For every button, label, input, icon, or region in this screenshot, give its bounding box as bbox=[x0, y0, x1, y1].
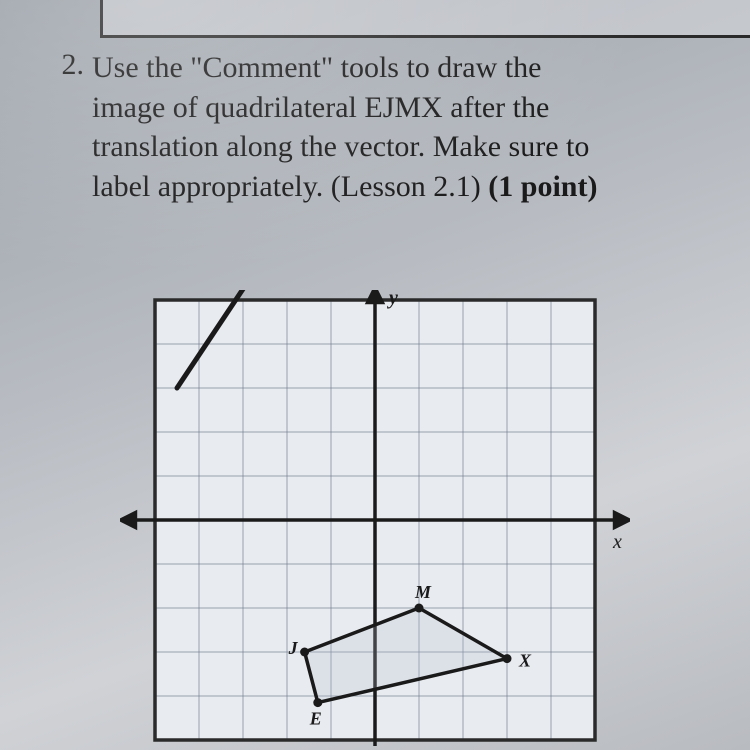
vertex-label-e: E bbox=[309, 709, 322, 729]
question-line-4a: label appropriately. (Lesson 2.1) bbox=[92, 170, 488, 203]
vertex-x bbox=[503, 654, 512, 663]
vertex-j bbox=[300, 648, 309, 657]
question-line-3: translation along the vector. Make sure … bbox=[92, 130, 589, 163]
question-block: 2. Use the "Comment" tools to draw the i… bbox=[48, 48, 720, 206]
answer-box-remnant bbox=[100, 0, 750, 38]
question-line-1: Use the "Comment" tools to draw the bbox=[92, 51, 541, 84]
y-axis-label: y bbox=[387, 290, 398, 309]
vertex-label-j: J bbox=[288, 638, 299, 658]
coordinate-graph: y x E J M X bbox=[120, 290, 630, 748]
question-number: 2. bbox=[48, 48, 84, 206]
question-text: Use the "Comment" tools to draw the imag… bbox=[92, 48, 597, 206]
vertex-e bbox=[313, 698, 322, 707]
vertex-m bbox=[415, 604, 424, 613]
vertex-label-x: X bbox=[518, 651, 532, 671]
question-points: (1 point) bbox=[488, 170, 597, 203]
question-line-2: image of quadrilateral EJMX after the bbox=[92, 91, 549, 124]
x-axis-label: x bbox=[612, 531, 622, 553]
graph-svg: y x E J M X bbox=[120, 290, 630, 748]
vertex-label-m: M bbox=[414, 582, 432, 602]
